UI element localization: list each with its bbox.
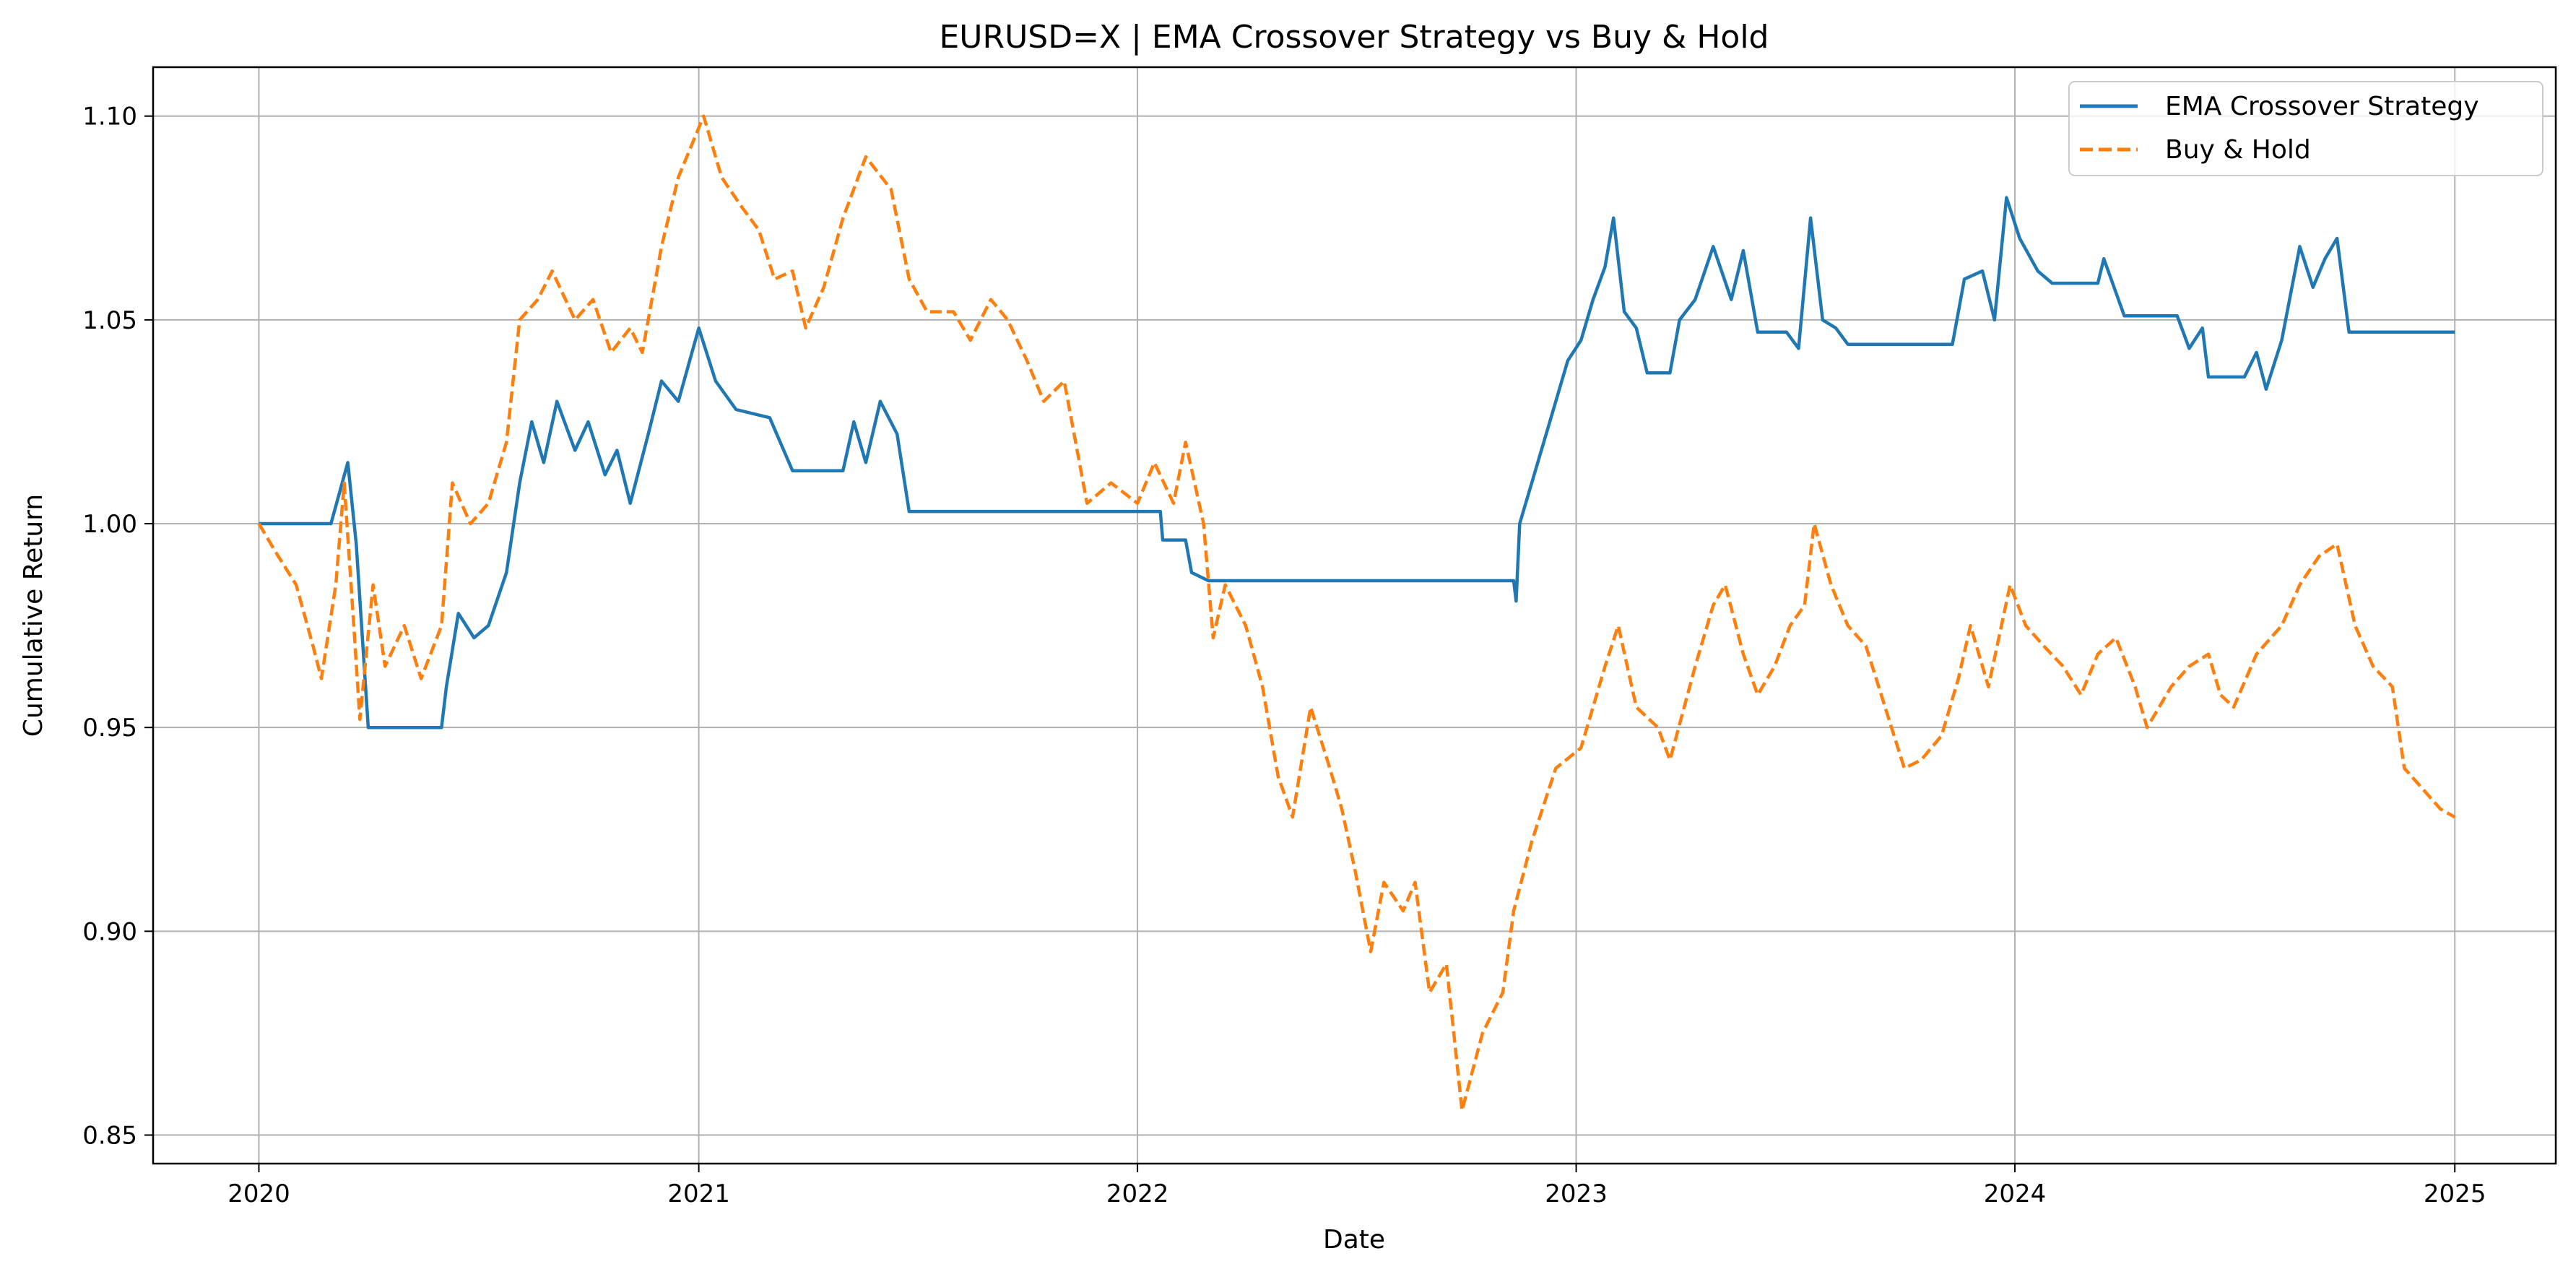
x-tick-label: 2021 (667, 1179, 730, 1208)
x-tick-label: 2023 (1545, 1179, 1608, 1208)
series-line-buy-and-hold (257, 114, 2456, 1112)
grid-lines (153, 67, 2556, 1164)
plot-frame (152, 66, 2557, 1165)
series-line-ema-crossover (259, 196, 2455, 730)
y-axis-label: Cumulative Return (19, 494, 48, 737)
y-tick-label: 0.85 (82, 1121, 137, 1150)
x-axis-label: Date (1323, 1225, 1385, 1255)
y-tick-label: 1.10 (82, 103, 137, 131)
y-tick-label: 1.05 (82, 306, 137, 335)
plot-area-background (153, 67, 2556, 1164)
x-tick-label: 2024 (1984, 1179, 2047, 1208)
legend-box (2068, 81, 2544, 176)
x-tick-label: 2020 (227, 1179, 290, 1208)
y-tick-label: 0.90 (82, 917, 137, 946)
y-tick-label: 1.00 (82, 510, 137, 539)
series-lines (257, 114, 2456, 1112)
axis-ticks: 2020 2021 2022 2023 2024 2025 0.85 0.90 0.95 1.00… (82, 103, 2486, 1208)
x-tick-label: 2022 (1106, 1179, 1169, 1208)
legend-label-ema: EMA Crossover Strategy (2165, 92, 2479, 121)
x-tick-label: 2025 (2424, 1179, 2486, 1208)
y-tick-label: 0.95 (82, 714, 137, 743)
legend-label-buy-hold: Buy & Hold (2165, 135, 2311, 165)
legend: EMA Crossover Strategy Buy & Hold (2068, 81, 2544, 176)
chart-title: EURUSD=X | EMA Crossover Strategy vs Buy… (940, 19, 1769, 56)
